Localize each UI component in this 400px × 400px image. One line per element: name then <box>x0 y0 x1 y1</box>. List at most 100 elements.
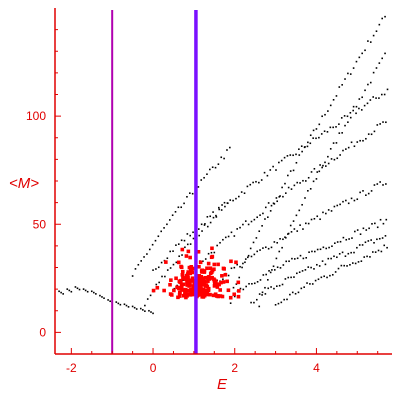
black-point <box>278 284 281 287</box>
red-point <box>179 265 184 270</box>
black-point <box>370 190 373 192</box>
black-point <box>287 276 290 279</box>
black-point <box>376 124 379 126</box>
red-point <box>237 289 241 293</box>
black-point <box>62 293 64 295</box>
black-point <box>313 217 316 220</box>
black-point <box>264 246 267 249</box>
black-point <box>197 228 200 230</box>
black-point <box>247 254 250 257</box>
black-point <box>275 257 278 260</box>
black-point <box>260 179 263 181</box>
black-point <box>372 251 374 253</box>
black-point <box>355 105 358 108</box>
black-point <box>336 157 339 160</box>
black-point <box>226 202 229 205</box>
black-point <box>386 88 389 91</box>
red-point <box>220 274 224 278</box>
black-point <box>134 268 137 270</box>
black-point <box>322 211 324 214</box>
black-point <box>355 112 357 115</box>
red-point <box>178 294 182 298</box>
red-point <box>162 288 166 293</box>
black-point <box>256 250 258 253</box>
black-point <box>325 165 327 167</box>
black-point <box>307 190 309 192</box>
black-point <box>273 287 275 290</box>
black-point <box>317 278 320 281</box>
black-point <box>164 275 166 278</box>
black-point <box>380 250 383 253</box>
black-point <box>308 251 310 254</box>
black-point <box>177 206 180 209</box>
y-tick-label: 100 <box>26 109 46 123</box>
red-point <box>216 262 220 267</box>
black-point <box>361 52 363 55</box>
black-point <box>318 170 321 173</box>
red-point <box>228 295 233 300</box>
red-point <box>184 254 189 258</box>
black-point <box>223 201 226 204</box>
black-point <box>204 223 206 225</box>
black-point <box>90 290 93 293</box>
black-point <box>287 232 290 235</box>
black-point <box>314 279 317 282</box>
black-point <box>383 244 386 247</box>
black-point <box>299 224 301 226</box>
black-point <box>289 170 292 172</box>
black-point <box>125 304 128 307</box>
black-point <box>364 89 366 92</box>
black-point <box>296 257 299 260</box>
black-point <box>258 305 261 308</box>
black-point <box>325 212 327 215</box>
black-point <box>296 181 299 184</box>
black-point <box>347 252 350 255</box>
black-point <box>327 209 330 211</box>
black-point <box>312 137 314 139</box>
red-point <box>195 293 200 298</box>
black-point <box>347 121 349 123</box>
black-point <box>140 260 142 262</box>
black-point <box>332 126 334 129</box>
black-point <box>155 283 158 286</box>
y-axis-title: <M> <box>9 175 39 192</box>
red-point <box>202 269 207 273</box>
black-point <box>181 254 183 256</box>
black-point <box>209 221 212 224</box>
black-point <box>359 139 361 142</box>
x-tick-label: 0 <box>150 361 157 375</box>
black-point <box>274 303 277 306</box>
black-point <box>347 146 350 149</box>
black-point <box>230 267 233 270</box>
black-point <box>209 215 212 218</box>
black-point <box>203 224 206 226</box>
black-point <box>309 142 312 145</box>
black-point <box>201 230 203 232</box>
black-point <box>276 241 279 244</box>
black-point <box>230 231 233 234</box>
black-point <box>374 222 376 225</box>
black-point <box>247 256 249 259</box>
black-point <box>307 176 310 179</box>
black-point <box>259 249 261 251</box>
black-point <box>169 267 172 269</box>
black-point <box>332 142 335 144</box>
black-point <box>70 290 73 293</box>
black-point <box>183 239 186 242</box>
black-point <box>370 133 373 136</box>
black-point <box>131 305 134 308</box>
black-point <box>379 218 382 221</box>
black-point <box>384 52 386 55</box>
black-point <box>163 227 165 229</box>
black-point <box>290 276 292 279</box>
x-axis-title: E <box>217 376 228 393</box>
black-point <box>352 105 355 108</box>
black-point <box>253 282 256 285</box>
black-point <box>364 241 367 244</box>
black-point <box>322 164 324 167</box>
black-point <box>256 281 259 283</box>
black-point <box>200 223 203 226</box>
black-point <box>353 145 356 148</box>
black-point <box>186 233 189 235</box>
